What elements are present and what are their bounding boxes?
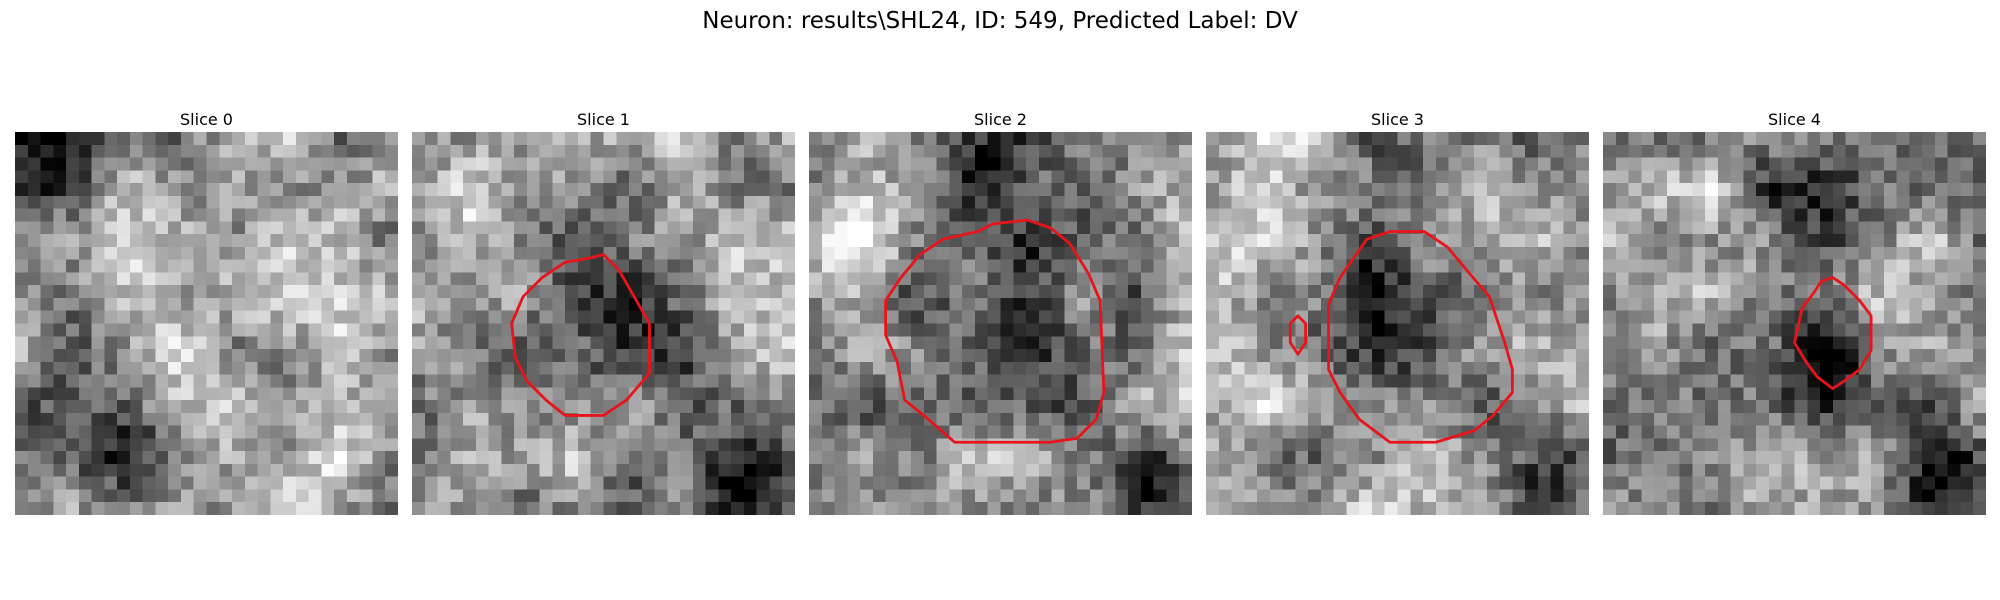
slice-image: [412, 132, 795, 515]
slice-image: [1603, 132, 1986, 515]
slice-image: [809, 132, 1192, 515]
slice-image: [15, 132, 398, 515]
neuron-contour: [1288, 314, 1307, 356]
slice-title: Slice 1: [577, 110, 630, 129]
slice-title: Slice 2: [974, 110, 1027, 129]
slice-panel: Slice 4: [1603, 108, 1986, 515]
slice-panel: Slice 1: [412, 108, 795, 515]
slice-image: [1206, 132, 1589, 515]
neuron-contour: [510, 253, 651, 417]
slice-panel: Slice 2: [809, 108, 1192, 515]
slice-title: Slice 4: [1768, 110, 1821, 129]
neuron-contour: [884, 218, 1106, 444]
slice-title: Slice 0: [180, 110, 233, 129]
slice-title: Slice 3: [1371, 110, 1424, 129]
neuron-contour: [1793, 276, 1873, 391]
neuron-contour: [1327, 230, 1514, 444]
figure-title: Neuron: results\SHL24, ID: 549, Predicte…: [702, 8, 1298, 34]
slice-panel: Slice 3: [1206, 108, 1589, 515]
slice-panel: Slice 0: [15, 108, 398, 515]
